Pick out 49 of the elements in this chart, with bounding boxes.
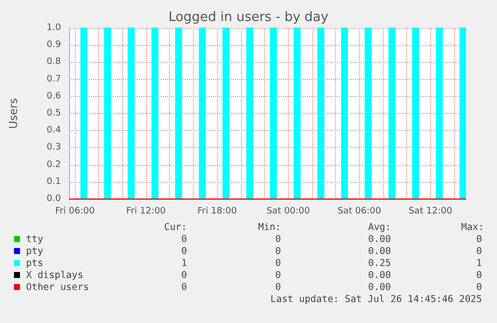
x-tick-label: Sat 12:00 (408, 206, 452, 216)
text: 0 (476, 282, 482, 294)
chart-title: Logged in users - by day (168, 10, 329, 25)
y-tick-label: 0.1 (46, 176, 61, 187)
text: 0 (181, 234, 187, 246)
text: 0.00 (368, 234, 391, 246)
text: 0 (476, 270, 482, 282)
text: 1 (181, 258, 187, 270)
x-tick-label: Fri 18:00 (197, 206, 238, 216)
legend-label: tty (26, 234, 44, 246)
y-tick-label: 0.7 (46, 74, 61, 84)
text: Cur: (164, 222, 187, 234)
text: 0 (275, 258, 281, 270)
y-tick-label: 0.6 (46, 91, 62, 102)
y-tick-label: 1.0 (46, 23, 62, 33)
y-tick-label: 0.4 (46, 126, 62, 136)
text: 0 (181, 282, 187, 294)
y-tick-label: 0.3 (46, 142, 61, 153)
text: Last update: Sat Jul 26 14:45:46 2025 (270, 294, 482, 306)
y-tick-label: 0.8 (46, 57, 62, 68)
text: Max: (461, 222, 484, 234)
text: Avg: (368, 222, 391, 234)
text: 0 (181, 246, 187, 258)
text: Min: (258, 222, 281, 234)
y-axis-title: Users (7, 98, 20, 129)
y-tick-label: 0.9 (46, 40, 62, 50)
text: 0.00 (368, 246, 391, 258)
legend-label: Other users (26, 282, 89, 294)
text: 1 (476, 258, 482, 270)
text: 0 (476, 246, 482, 258)
legend-label: pts (26, 258, 44, 270)
text: 0 (275, 246, 281, 258)
y-tick-label: 0.5 (46, 108, 61, 118)
text: 0 (275, 234, 281, 246)
x-tick-label: Fri 12:00 (126, 206, 166, 216)
text: 0.00 (368, 282, 391, 294)
text: 0 (476, 234, 482, 246)
text: 0.00 (368, 270, 391, 282)
x-tick-label: Sat 00:00 (266, 206, 310, 216)
text: 0 (275, 282, 281, 294)
legend-label: pty (26, 246, 44, 258)
text: 0 (181, 270, 187, 282)
y-tick-label: 0.0 (46, 194, 62, 204)
legend-label: X displays (26, 270, 84, 282)
y-tick-label: 0.2 (46, 160, 61, 170)
x-tick-label: Sat 06:00 (338, 206, 382, 216)
x-tick-label: Fri 06:00 (55, 206, 95, 216)
text: 0.25 (368, 258, 391, 270)
text: 0 (275, 270, 281, 282)
